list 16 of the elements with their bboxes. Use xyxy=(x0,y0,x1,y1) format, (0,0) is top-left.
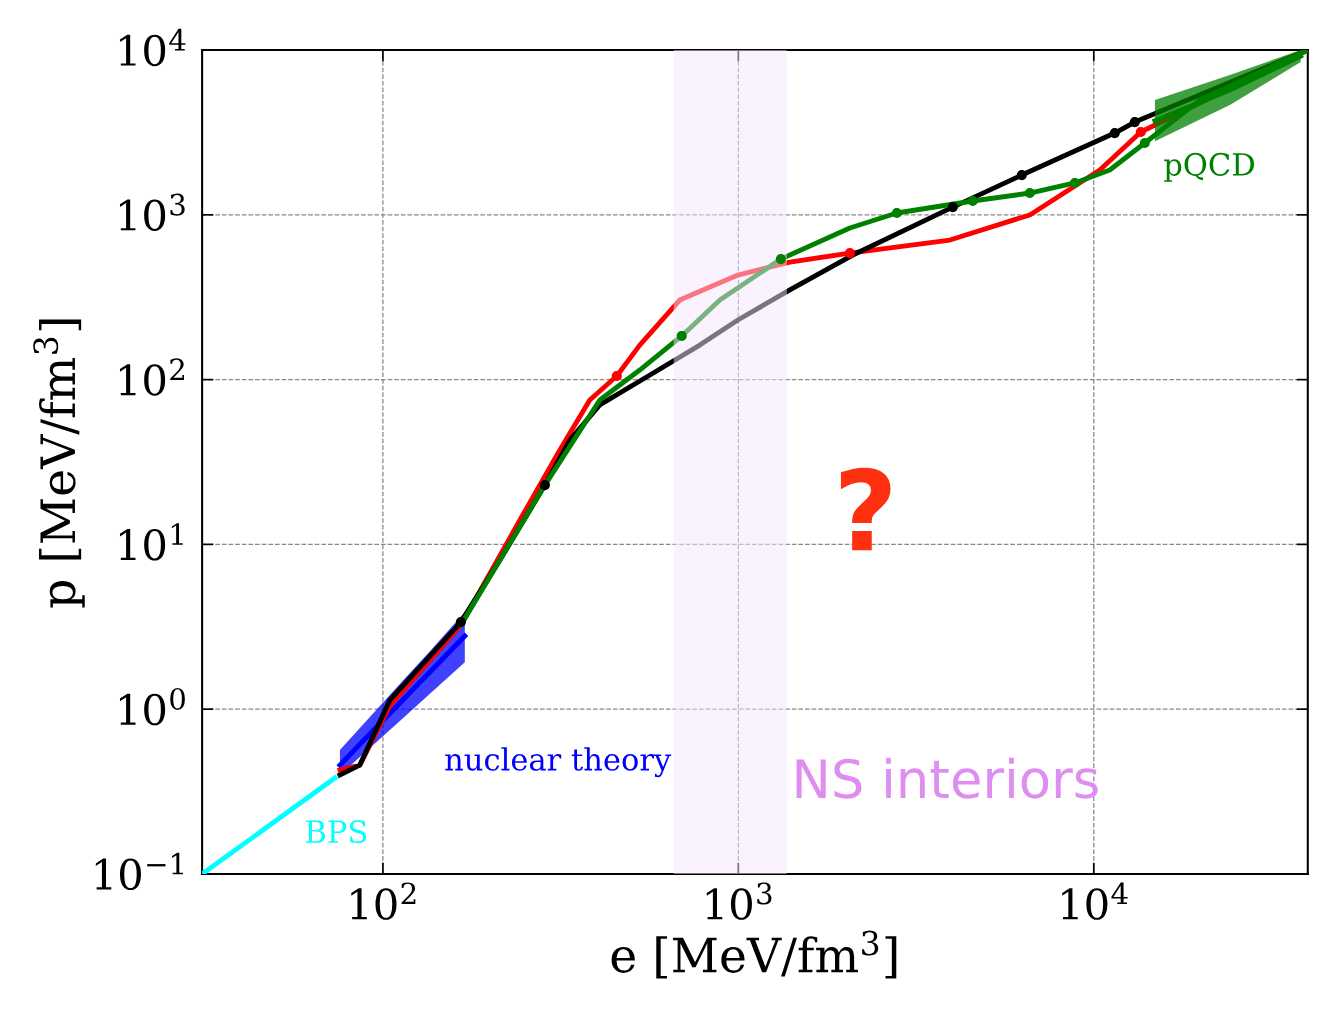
y-tick-label: 10$^{2}$ xyxy=(119,358,184,396)
y-axis-title: p [MeV/fm$^{3}$] xyxy=(33,319,85,608)
y-tick-label: 10$^{3}$ xyxy=(119,193,185,231)
y-tick-label: 10$^{−1}$ xyxy=(95,852,183,891)
y-tick-label: 10$^{0}$ xyxy=(119,687,185,726)
x-tick-label: 10$^{3}$ xyxy=(706,882,772,920)
series-label: pQCD xyxy=(1164,152,1254,182)
x-axis-title: e [MeV/fm$^{3}$] xyxy=(611,930,897,979)
y-tick-label: 10$^{1}$ xyxy=(119,523,183,561)
annotation: ? xyxy=(840,467,891,551)
x-tick-label: 10$^{4}$ xyxy=(1062,882,1128,920)
x-tick-label: 10$^{2}$ xyxy=(351,882,416,920)
series-label: BPS xyxy=(306,820,367,844)
band-label: NS interiors xyxy=(796,757,1098,799)
y-tick-label: 10$^{4}$ xyxy=(119,28,186,67)
text: nuclear theory xyxy=(445,747,672,778)
